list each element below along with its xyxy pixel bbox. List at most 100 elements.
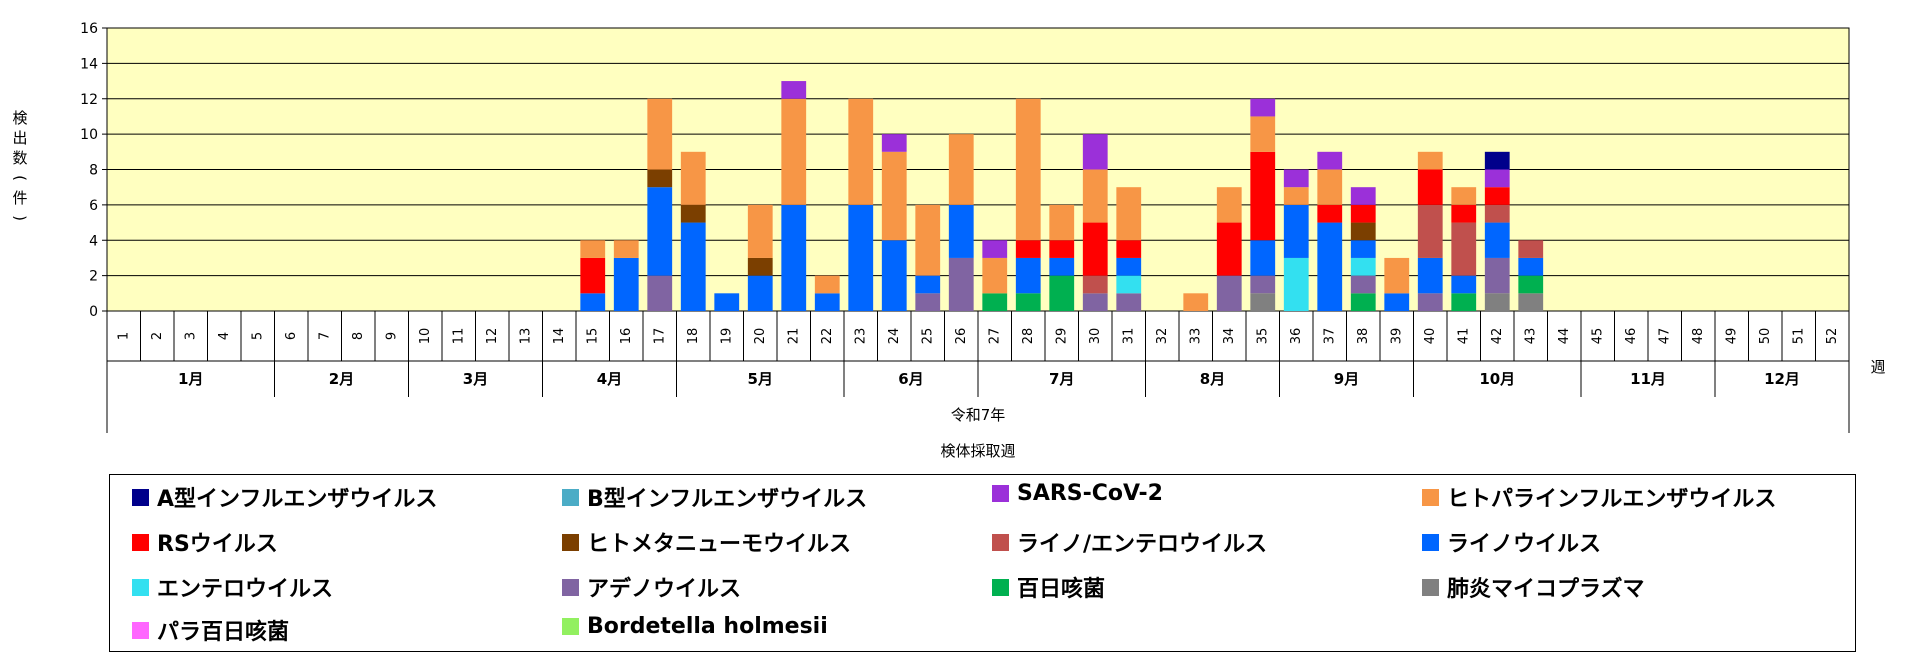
week-label: 4 [217,332,232,340]
y-tick-label: 8 [89,163,98,179]
bar-segment [881,151,907,241]
bar-segment [613,257,639,311]
bar-segment [848,98,874,205]
bar-segment [1250,293,1276,311]
week-label: 13 [518,328,533,345]
week-axis-label: 週 [1870,358,1885,376]
bar-segment [1250,98,1276,117]
week-label: 23 [853,328,868,345]
bar-segment [1082,293,1108,311]
legend-item: ヒトパラインフルエンザウイルス [1422,481,1776,513]
bar-segment [1317,222,1343,311]
y-axis-title-char: 検 [12,109,27,127]
week-label: 47 [1657,328,1672,345]
y-tick-label: 0 [89,304,98,320]
bar-segment [1518,275,1544,294]
bar-segment [680,222,706,311]
bar-segment [1283,257,1309,311]
bar-segment [781,204,807,311]
legend-item: B型インフルエンザウイルス [562,481,867,513]
bar-segment [1484,204,1510,223]
week-label: 28 [1021,328,1036,345]
week-label: 33 [1188,328,1203,345]
y-tick-label: 14 [80,56,98,72]
week-label: 10 [418,328,433,345]
legend-label: ライノウイルス [1447,532,1602,557]
legend-swatch [132,578,149,596]
week-label: 44 [1557,328,1572,345]
week-label: 38 [1356,328,1371,345]
week-label: 5 [250,332,265,340]
month-label: 3月 [463,370,488,388]
legend-label: ヒトメタニューモウイルス [587,532,852,557]
bar-segment [680,204,706,223]
bar-segment [1484,293,1510,311]
legend-swatch [992,533,1009,551]
bar-segment [1250,151,1276,241]
month-label: 5月 [748,370,773,388]
week-label: 21 [786,328,801,345]
legend-item: ライノ/エンテロウイルス [992,526,1267,558]
month-label: 10月 [1479,370,1515,388]
bar-segment [1015,98,1041,241]
week-label: 27 [987,328,1002,345]
bar-segment [1350,293,1376,311]
week-label: 37 [1322,328,1337,345]
y-axis-ticks: 0 2 4 6 8 10 12 14 16 [80,21,107,320]
week-label: 35 [1255,328,1270,345]
legend-label: SARS-CoV-2 [1017,481,1163,506]
legend-swatch [992,485,1009,502]
bar-segment [1384,293,1410,311]
legend-swatch [562,578,579,596]
bar-segment [915,204,941,276]
bar-segment [1317,169,1343,205]
week-label: 52 [1825,328,1840,345]
month-label: 8月 [1200,370,1225,388]
legend-item: RSウイルス [132,526,278,558]
bar-segment [1015,257,1041,294]
legend-label: A型インフルエンザウイルス [157,487,438,512]
week-label: 16 [619,328,634,345]
legend-item: 百日咳菌 [992,571,1105,603]
legend-item: A型インフルエンザウイルス [132,481,437,513]
bar-segment [1317,151,1343,170]
week-label: 45 [1590,328,1605,345]
week-label: 40 [1423,328,1438,345]
bar-segment [915,293,941,311]
legend-label: 百日咳菌 [1017,577,1106,602]
y-tick-label: 12 [80,92,98,108]
week-label: 12 [485,328,500,345]
week-label: 24 [887,328,902,345]
y-tick-label: 6 [89,198,98,214]
bar-segment [680,151,706,205]
y-axis-title-char: 出 [12,129,27,147]
bar-segment [1082,275,1108,294]
bar-segment [1216,275,1242,311]
legend-swatch [562,488,579,506]
legend-item: SARS-CoV-2 [992,481,1163,506]
bar-segment [1116,257,1142,276]
month-label: 2月 [329,370,354,388]
bar-segment [1350,275,1376,294]
week-label: 32 [1155,328,1170,345]
bar-segment [1451,275,1477,294]
bar-segment [1350,257,1376,276]
bar-segment [1116,293,1142,311]
bar-segment [1015,240,1041,258]
bar-segment [1350,204,1376,223]
bar-segment [580,240,606,258]
week-label: 43 [1523,328,1538,345]
bar-segment [1183,293,1209,311]
bar-segment [1049,204,1075,241]
bar-segment [1082,169,1108,223]
week-label: 51 [1791,328,1806,345]
legend-label: Bordetella holmesii [587,614,828,639]
bar-segment [1116,240,1142,258]
week-label: 50 [1758,328,1773,345]
bar-segment [1250,240,1276,276]
legend-swatch [1422,533,1439,551]
legend-swatch [132,621,149,639]
legend-item: エンテロウイルス [132,571,333,603]
bar-segment [580,293,606,311]
legend-swatch [562,618,579,635]
